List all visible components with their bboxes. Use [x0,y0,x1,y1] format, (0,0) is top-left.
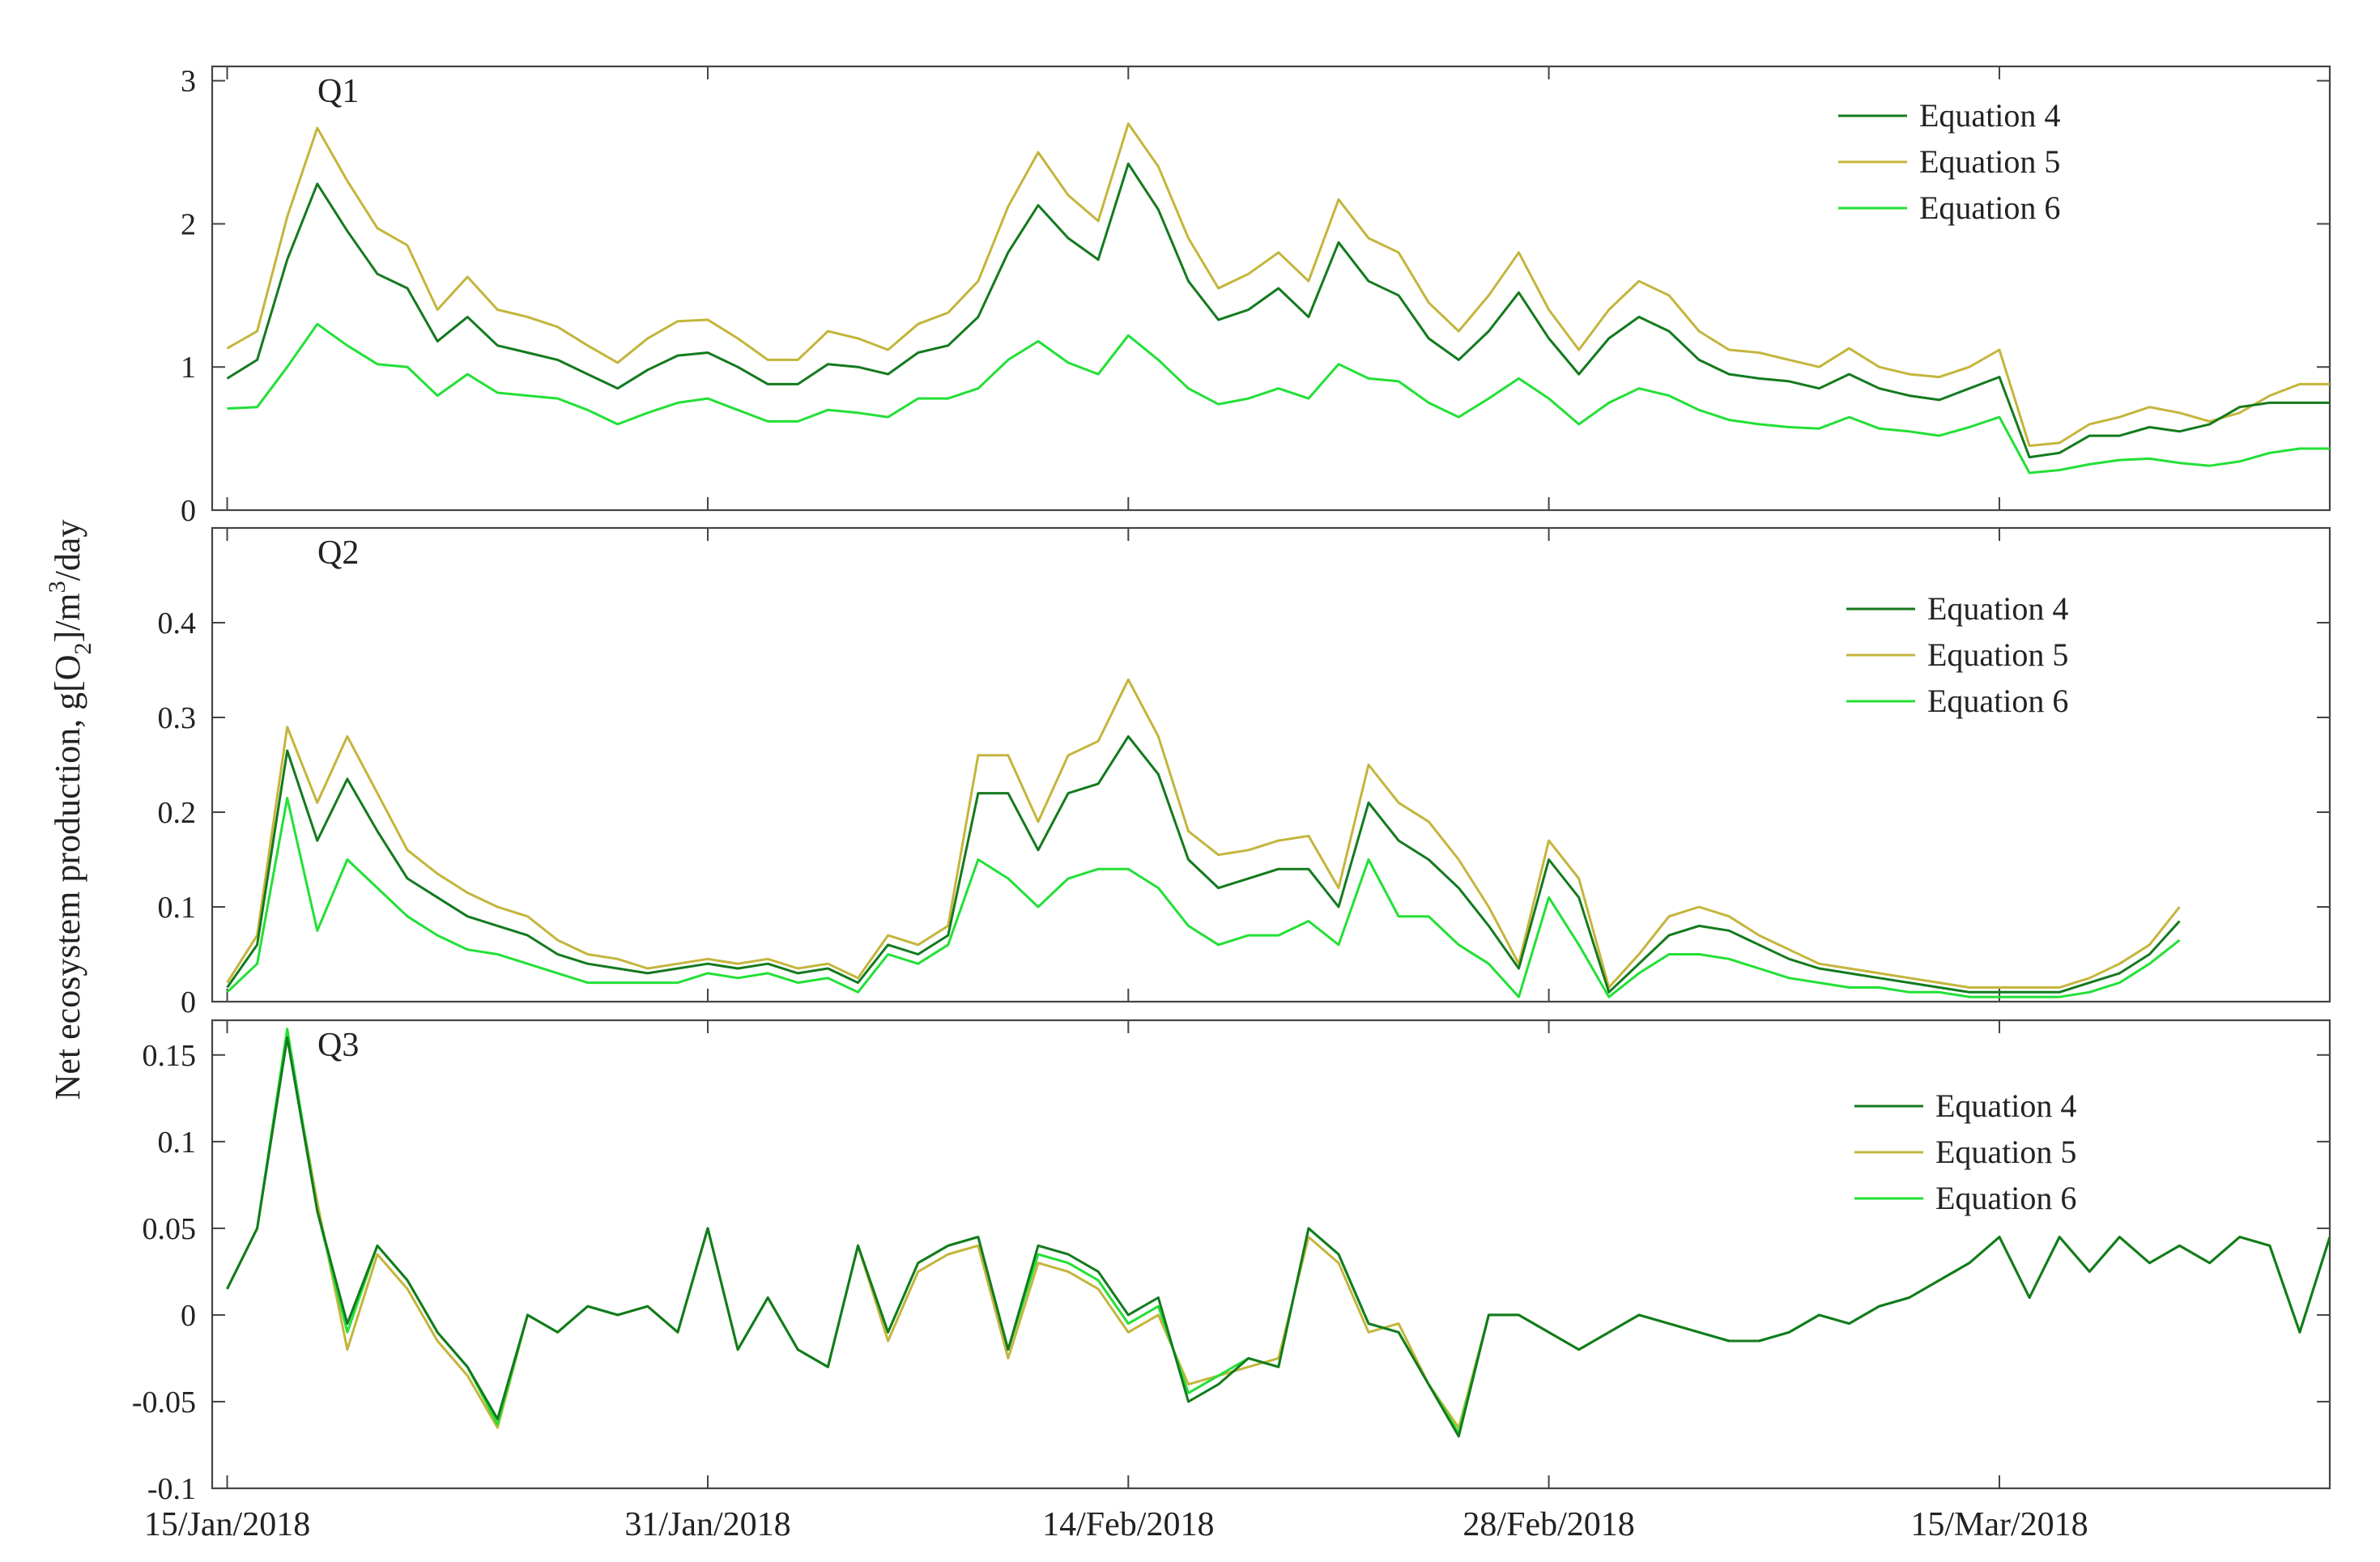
series-line-equation-5 [226,122,2330,447]
y-tick-label: 0.15 [143,1039,197,1073]
legend-label: Equation 6 [1919,189,2060,226]
series-line-equation-4 [226,1036,2330,1438]
legend-label: Equation 5 [1935,1134,2076,1170]
axis-box [211,526,2331,1003]
legend-label: Equation 6 [1927,683,2068,719]
x-tick-label: 15/Jan/2018 [144,1506,310,1543]
y-tick-label: 0 [181,494,196,528]
y-tick-label: 0 [181,1299,196,1333]
x-tick-label: 15/Mar/2018 [1910,1506,2088,1543]
panel-title: Q2 [317,534,359,572]
panel-title: Q1 [317,73,359,110]
series-line-equation-5 [226,678,2181,989]
y-tick-label: 0.2 [158,796,197,830]
y-tick-label: 0.3 [158,701,197,735]
y-tick-label: -0.1 [147,1472,196,1506]
legend-label: Equation 4 [1919,97,2060,134]
y-tick-label: 0.1 [158,891,197,925]
y-tick-label: 0.4 [158,606,197,641]
y-tick-label: 0.1 [158,1126,197,1160]
y-tick-label: 0 [181,985,196,1019]
y-tick-label: 1 [181,351,196,385]
legend-label: Equation 4 [1935,1087,2076,1124]
legend-label: Equation 5 [1919,143,2060,180]
panel-title: Q3 [317,1027,359,1064]
series-line-equation-4 [226,734,2181,994]
x-tick-label: 31/Jan/2018 [624,1506,790,1543]
legend-label: Equation 6 [1935,1180,2076,1216]
y-tick-label: 0.05 [143,1212,197,1246]
series-line-equation-6 [226,797,2181,998]
y-tick-label: 2 [181,207,196,241]
series-line-equation-6 [227,322,2330,475]
series-line-equation-4 [226,162,2330,459]
axis-box [211,65,2331,512]
y-tick-label: -0.05 [132,1385,196,1419]
panel-q3: -0.1 -0.05 0 0.05 0.1 0.15 15/Jan/2018 31/Jan/2… [132,1019,2331,1543]
y-axis-label: Net ecosystem production, g[O2]/m3/day [44,520,96,1100]
axis-box [211,1019,2331,1490]
x-tick-label: 14/Feb/2018 [1042,1506,1214,1543]
y-tick-label: 3 [181,65,196,99]
panel-q1: 0 1 2 3 Q1 Equation 4 Equation 5 Equation 6 [181,65,2331,528]
x-tick-label: 28/Feb/2018 [1462,1506,1634,1543]
panel-q2: 0 0.1 0.2 0.3 0.4 Q2 Equation 4 Equation 5 Equat… [158,526,2331,1019]
legend-label: Equation 5 [1927,636,2068,673]
legend-label: Equation 4 [1927,590,2068,627]
